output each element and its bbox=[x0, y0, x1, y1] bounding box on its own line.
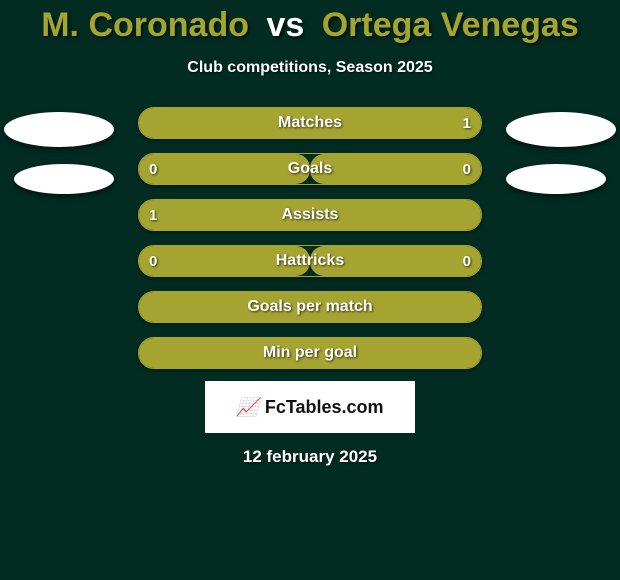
stat-label: Matches bbox=[139, 108, 481, 138]
stat-row: Goals per match bbox=[138, 291, 482, 323]
stat-label: Assists bbox=[139, 200, 481, 230]
chart-icon: 📈 bbox=[236, 397, 258, 418]
logo-text: FcTables.com bbox=[265, 397, 384, 418]
stat-row: Min per goal bbox=[138, 337, 482, 369]
content-area: Matches1Goals00Assists1Hattricks00Goals … bbox=[0, 107, 620, 369]
avatar-shadow-p2-top bbox=[506, 112, 616, 147]
stat-label: Min per goal bbox=[139, 338, 481, 368]
stat-row: Goals0 0 bbox=[138, 153, 482, 185]
stat-value-left: 0 bbox=[139, 246, 167, 276]
title: M. Coronado vs Ortega Venegas bbox=[0, 0, 620, 45]
stat-row: Assists1 bbox=[138, 199, 482, 231]
stat-value-right: 0 bbox=[453, 246, 481, 276]
title-player2: Ortega Venegas bbox=[322, 6, 579, 44]
avatar-shadow-p1-bottom bbox=[14, 164, 114, 194]
stat-label: Goals bbox=[139, 154, 481, 184]
date: 12 february 2025 bbox=[0, 447, 620, 467]
stat-row: Hattricks0 0 bbox=[138, 245, 482, 277]
avatar-shadow-p2-bottom bbox=[506, 164, 606, 194]
avatar-shadow-p1-top bbox=[4, 112, 114, 147]
stat-value-right: 0 bbox=[453, 154, 481, 184]
stat-label: Goals per match bbox=[139, 292, 481, 322]
subtitle: Club competitions, Season 2025 bbox=[0, 59, 620, 77]
stat-bars: Matches1Goals00Assists1Hattricks00Goals … bbox=[138, 107, 482, 369]
stat-value-left: 0 bbox=[139, 154, 167, 184]
title-vs: vs bbox=[266, 6, 304, 44]
stat-label: Hattricks bbox=[139, 246, 481, 276]
title-player1: M. Coronado bbox=[41, 6, 249, 44]
stat-value-right: 1 bbox=[453, 108, 481, 138]
stat-row: Matches1 bbox=[138, 107, 482, 139]
stat-value-left: 1 bbox=[139, 200, 167, 230]
logo-box: 📈 FcTables.com bbox=[205, 381, 415, 433]
